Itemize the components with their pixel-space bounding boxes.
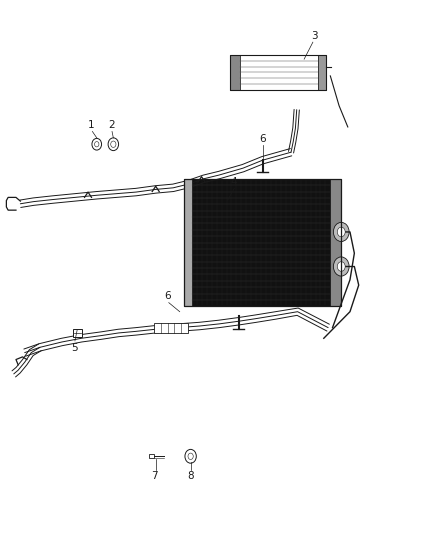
Circle shape xyxy=(333,257,349,276)
Circle shape xyxy=(188,453,193,459)
Circle shape xyxy=(111,141,116,148)
Text: 6: 6 xyxy=(164,291,171,301)
Bar xyxy=(230,55,240,90)
Text: 3: 3 xyxy=(311,30,318,41)
Bar xyxy=(184,179,192,306)
Circle shape xyxy=(185,449,196,463)
Text: 2: 2 xyxy=(109,120,115,130)
Bar xyxy=(149,454,153,458)
Bar xyxy=(184,179,341,306)
Circle shape xyxy=(337,227,345,237)
Bar xyxy=(154,323,187,334)
Text: 5: 5 xyxy=(71,343,78,352)
Bar xyxy=(318,55,326,90)
Bar xyxy=(330,179,341,306)
Circle shape xyxy=(92,139,102,150)
Text: 8: 8 xyxy=(187,471,194,481)
Bar xyxy=(240,55,318,90)
Text: 7: 7 xyxy=(152,471,158,481)
Circle shape xyxy=(108,138,119,151)
Text: 6: 6 xyxy=(259,134,266,144)
Bar xyxy=(192,179,330,306)
Circle shape xyxy=(337,262,345,271)
Text: 4: 4 xyxy=(230,177,237,187)
Text: 1: 1 xyxy=(88,120,95,130)
Circle shape xyxy=(333,222,349,241)
Circle shape xyxy=(95,142,99,147)
Bar xyxy=(73,329,82,337)
Bar xyxy=(230,55,326,90)
